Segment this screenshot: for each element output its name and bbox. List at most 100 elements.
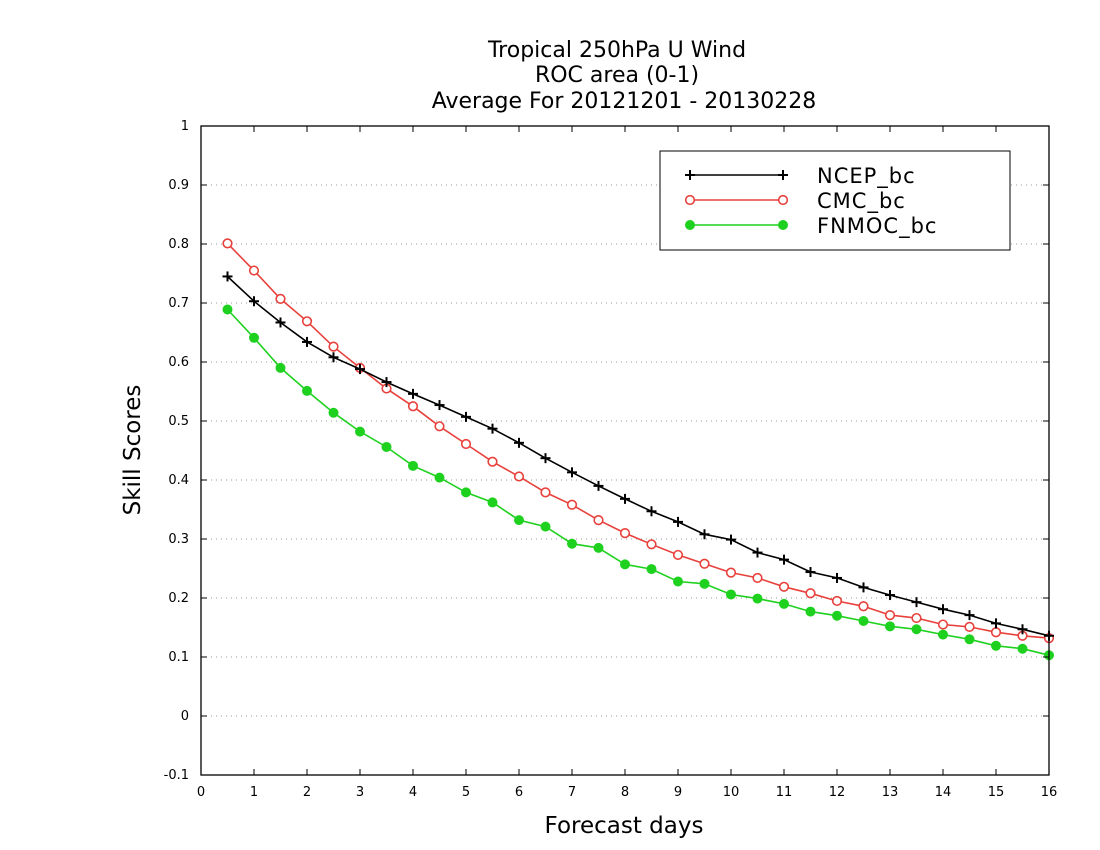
x-tick-label: 7: [568, 785, 576, 800]
x-tick-label: 15: [988, 785, 1005, 800]
x-tick-label: 1: [250, 785, 258, 800]
data-point-cmc-bc: [752, 572, 763, 584]
data-point-ncep-bc: [381, 377, 392, 388]
series-cmc-bc: [222, 238, 1055, 644]
data-point-fnmoc-bc: [355, 426, 365, 437]
y-tick-label: 0.3: [168, 532, 189, 547]
data-point-fnmoc-bc: [249, 332, 259, 343]
legend-marker: [778, 170, 788, 180]
legend-marker: [685, 220, 695, 230]
series-ncep-bc: [222, 271, 1054, 641]
data-point-cmc-bc: [884, 610, 896, 621]
data-point-cmc-bc: [566, 499, 578, 510]
data-point-cmc-bc: [911, 612, 922, 624]
data-point-ncep-bc: [1017, 624, 1028, 635]
data-point-ncep-bc: [222, 271, 233, 282]
data-point-fnmoc-bc: [858, 616, 869, 627]
series-line-cmc-bc: [226, 242, 1050, 639]
data-point-fnmoc-bc: [646, 564, 657, 575]
data-point-ncep-bc: [620, 493, 630, 504]
data-point-ncep-bc: [514, 437, 524, 448]
data-point-fnmoc-bc: [328, 407, 339, 418]
data-point-ncep-bc: [832, 572, 842, 583]
data-point-cmc-bc: [593, 515, 604, 526]
data-point-cmc-bc: [407, 401, 419, 412]
series-fnmoc-bc: [222, 304, 1054, 661]
data-point-fnmoc-bc: [805, 606, 816, 617]
data-point-cmc-bc: [672, 549, 684, 561]
data-point-ncep-bc: [726, 534, 736, 545]
data-point-fnmoc-bc: [434, 472, 445, 483]
x-tick-label: 5: [462, 785, 470, 800]
data-point-ncep-bc: [567, 467, 577, 478]
x-tick-label: 9: [674, 785, 682, 800]
data-point-fnmoc-bc: [964, 634, 975, 645]
data-point-fnmoc-bc: [938, 629, 948, 640]
x-tick-label: 3: [356, 785, 364, 800]
y-axis-label: Skill Scores: [120, 385, 146, 516]
y-tick-label: 0.8: [168, 237, 189, 252]
data-point-cmc-bc: [328, 341, 339, 352]
data-point-fnmoc-bc: [540, 521, 551, 532]
y-tick-label: -0.1: [164, 768, 189, 783]
legend-label: NCEP_bc: [817, 164, 916, 189]
data-point-cmc-bc: [434, 421, 445, 432]
data-point-fnmoc-bc: [699, 578, 710, 589]
data-point-cmc-bc: [725, 567, 737, 578]
data-point-ncep-bc: [408, 388, 418, 399]
data-point-ncep-bc: [779, 554, 789, 565]
data-point-ncep-bc: [752, 547, 763, 558]
x-tick-label: 14: [935, 785, 952, 800]
y-tick-label: 0.7: [168, 296, 189, 311]
data-point-cmc-bc: [275, 293, 286, 304]
chart-title-line-3: Average For 20121201 - 20130228: [432, 89, 817, 114]
data-point-cmc-bc: [990, 627, 1002, 638]
data-point-fnmoc-bc: [487, 497, 498, 508]
data-point-ncep-bc: [540, 453, 551, 464]
x-tick-label: 12: [829, 785, 846, 800]
data-point-cmc-bc: [937, 619, 949, 630]
data-point-fnmoc-bc: [620, 559, 630, 570]
data-point-ncep-bc: [302, 336, 312, 347]
y-tick-label: 1: [181, 119, 189, 134]
data-point-ncep-bc: [593, 480, 604, 491]
x-tick-label: 10: [723, 785, 740, 800]
x-tick-label: 16: [1041, 785, 1058, 800]
data-point-fnmoc-bc: [302, 385, 312, 396]
data-point-ncep-bc: [858, 582, 869, 593]
data-point-fnmoc-bc: [514, 515, 524, 526]
legend-item-ncep-bc: NCEP_bc: [685, 164, 916, 189]
y-tick-label: 0.6: [168, 355, 189, 370]
data-point-fnmoc-bc: [275, 362, 286, 373]
y-tick-label: 0.1: [168, 650, 189, 665]
x-axis-label: Forecast days: [545, 813, 704, 839]
data-point-ncep-bc: [646, 506, 657, 517]
data-point-ncep-bc: [275, 317, 286, 328]
data-point-ncep-bc: [885, 590, 895, 601]
x-tick-label: 8: [621, 785, 629, 800]
x-tick-label: 13: [882, 785, 899, 800]
data-point-cmc-bc: [222, 238, 233, 249]
data-point-cmc-bc: [513, 471, 525, 482]
data-point-cmc-bc: [460, 438, 472, 450]
data-point-ncep-bc: [249, 296, 259, 307]
data-point-fnmoc-bc: [726, 589, 736, 600]
y-tick-label: 0.5: [168, 414, 189, 429]
data-point-fnmoc-bc: [381, 441, 392, 452]
data-point-ncep-bc: [328, 352, 339, 363]
legend-marker: [778, 220, 788, 230]
data-point-ncep-bc: [673, 516, 683, 527]
x-tick-label: 2: [303, 785, 311, 800]
legend-marker: [685, 170, 695, 180]
data-point-ncep-bc: [964, 610, 975, 621]
x-tick-label: 11: [776, 785, 793, 800]
data-point-cmc-bc: [248, 265, 260, 276]
series-line-ncep-bc: [226, 275, 1050, 637]
data-point-cmc-bc: [831, 595, 843, 607]
chart-title-line-1: Tropical 250hPa U Wind: [487, 38, 746, 63]
data-point-fnmoc-bc: [593, 542, 604, 553]
series-layer: [222, 238, 1055, 661]
data-point-fnmoc-bc: [779, 598, 789, 609]
